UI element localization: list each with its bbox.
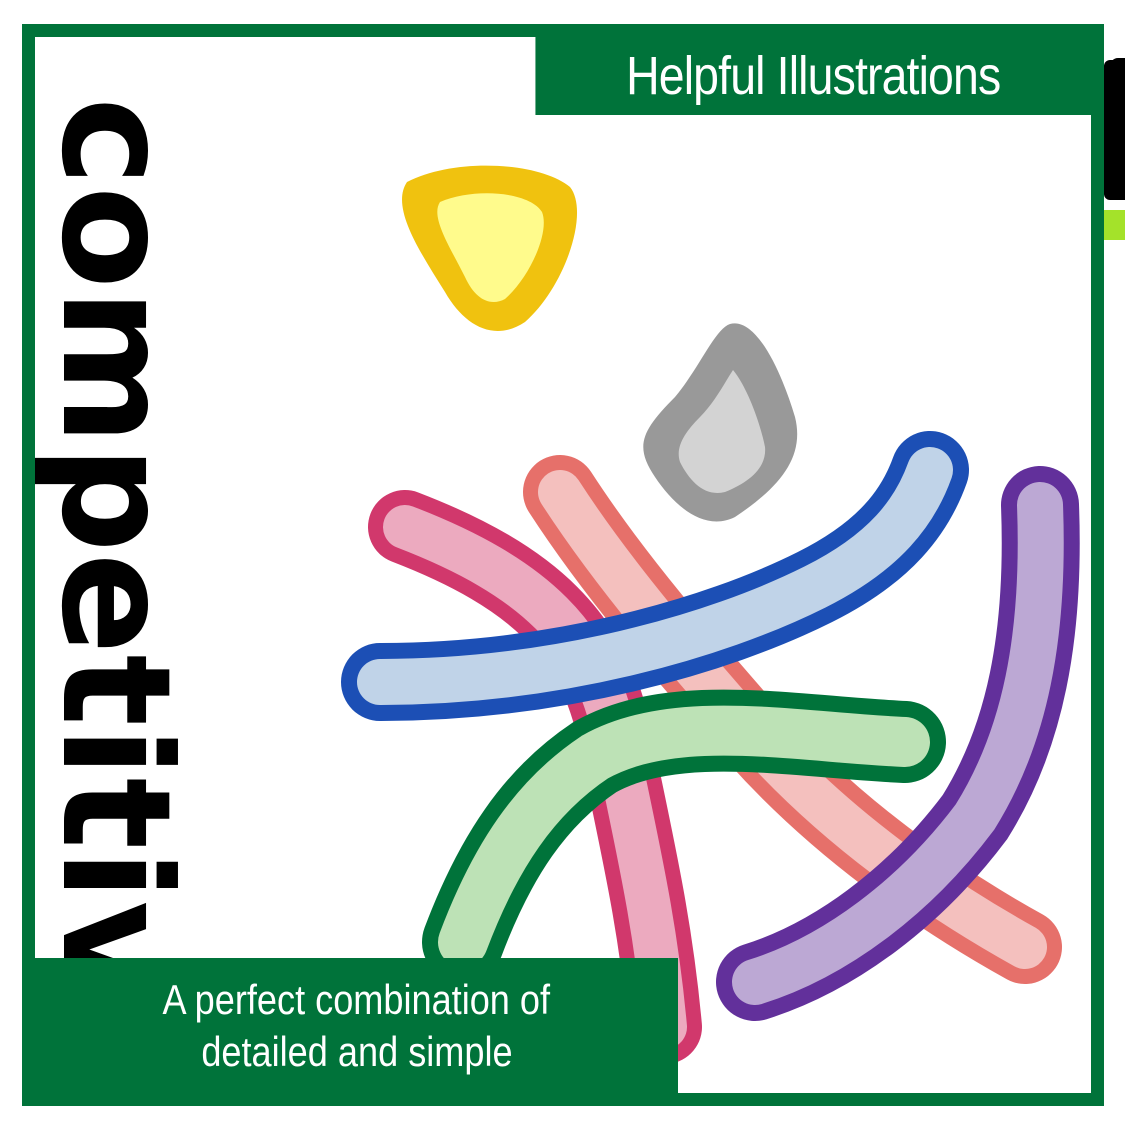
card-frame: competitive <box>22 24 1104 1106</box>
purple-stroke <box>716 466 1080 1021</box>
gray-drop-icon <box>643 323 798 522</box>
caption-line-2: detailed and simple <box>200 1027 513 1075</box>
header-title: Helpful Illustrations <box>535 37 1091 115</box>
caption-box: A perfect combination of detailed and si… <box>35 958 678 1093</box>
card-canvas: competitive <box>35 37 1091 1093</box>
green-stroke <box>422 689 946 983</box>
illustration <box>341 165 1080 1064</box>
blue-stroke <box>341 431 969 721</box>
caption-line-1: A perfect combination of <box>162 975 551 1023</box>
yellow-triangle-icon <box>402 165 578 331</box>
edge-accent-bar <box>1104 210 1125 240</box>
edge-glyph <box>1104 60 1125 200</box>
